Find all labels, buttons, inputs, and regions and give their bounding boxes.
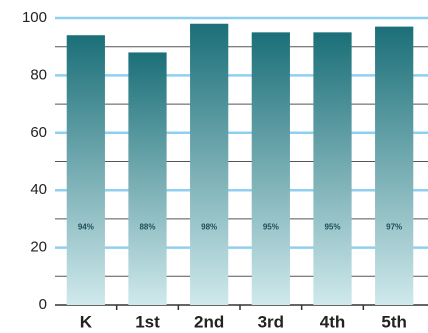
- value-label: 95%: [324, 223, 340, 232]
- x-tick-label: 5th: [381, 312, 407, 331]
- value-label: 98%: [201, 223, 217, 232]
- y-tick-label: 100: [22, 9, 47, 26]
- y-tick-label: 80: [30, 66, 47, 83]
- value-label: 97%: [386, 223, 402, 232]
- x-tick-label: 1st: [135, 312, 160, 331]
- y-tick-label: 20: [30, 239, 47, 256]
- bar: [375, 26, 414, 306]
- y-tick-label: 40: [30, 181, 47, 198]
- x-tick-label: 2nd: [194, 312, 224, 331]
- x-tick-label: K: [80, 312, 93, 331]
- bar: [190, 23, 229, 306]
- bar: [251, 32, 290, 305]
- x-tick-label: 3rd: [258, 312, 284, 331]
- bar: [313, 32, 352, 305]
- y-tick-label: 0: [39, 296, 47, 313]
- value-label: 95%: [263, 223, 279, 232]
- value-label: 88%: [139, 223, 155, 232]
- y-tick-label: 60: [30, 124, 47, 141]
- x-tick-label: 4th: [320, 312, 346, 331]
- bar: [128, 52, 167, 305]
- bar: [66, 35, 105, 305]
- value-label: 94%: [78, 223, 94, 232]
